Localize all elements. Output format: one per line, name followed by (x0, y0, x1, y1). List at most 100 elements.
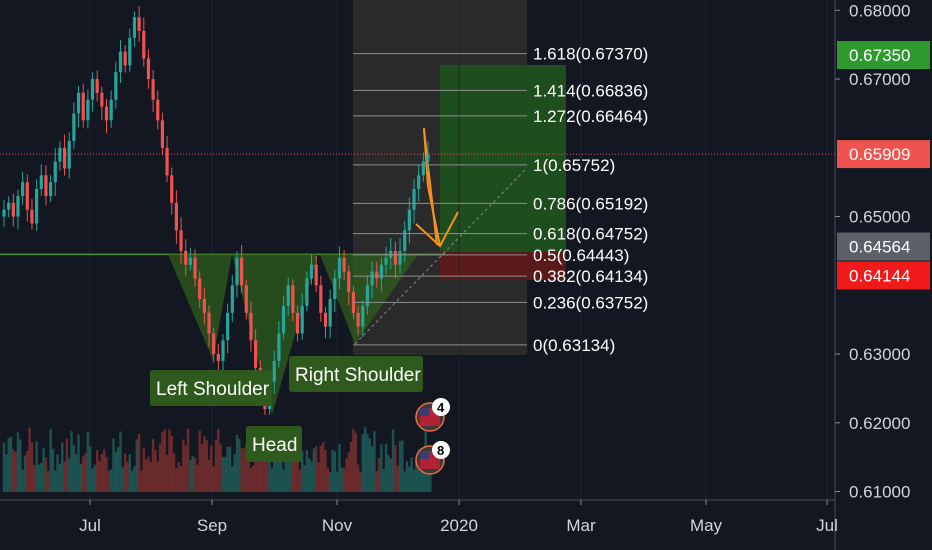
volume-bar (368, 438, 371, 492)
candle (254, 340, 258, 368)
volume-bar (347, 452, 350, 492)
volume-bar (405, 460, 409, 492)
time-tick-label: Mar (566, 516, 596, 535)
volume-bar (408, 466, 411, 492)
long-position-stop-zone (440, 252, 566, 280)
economic-event-marker[interactable]: 8 (415, 441, 450, 475)
candle (328, 299, 332, 327)
candle (58, 147, 62, 162)
candle (30, 209, 34, 224)
volume-bar (380, 444, 383, 492)
candle (16, 195, 20, 217)
candle (62, 147, 67, 169)
candle (86, 99, 90, 121)
volume-bar (23, 455, 27, 492)
candle (244, 285, 248, 313)
candle (142, 30, 146, 59)
candle (202, 299, 206, 313)
volume-bar (49, 428, 52, 492)
volume-bar (280, 461, 283, 492)
price-axis[interactable]: 0.68000 0.67000 0.65000 0.63000 0.62000 0.610… (835, 1, 930, 502)
candle (305, 278, 309, 306)
volume-bar (172, 453, 176, 492)
volume-bar (86, 431, 90, 492)
volume-bar (391, 429, 395, 492)
volume-bar (217, 428, 220, 492)
volume-bar (412, 469, 416, 492)
volume-bar (33, 465, 36, 492)
economic-events[interactable]: 48 (415, 398, 450, 475)
annotation-box (246, 426, 302, 462)
price-tag (837, 232, 930, 261)
volume-bar (82, 456, 85, 492)
volume-bar (294, 444, 297, 492)
volume-bar (63, 461, 66, 492)
volume-bar (107, 470, 111, 492)
candle (249, 312, 253, 341)
volume-bar (177, 462, 180, 492)
volume-bar (326, 467, 330, 492)
candle (114, 72, 118, 100)
candle (314, 264, 318, 286)
annotation-box (150, 370, 272, 406)
volume-bar (58, 463, 62, 492)
volume-bar (135, 439, 138, 492)
volume-bar (75, 454, 78, 492)
volume-bar (312, 448, 316, 492)
candle (226, 312, 230, 341)
volume-bar (387, 455, 390, 492)
volume-bar (398, 441, 402, 492)
candle (375, 271, 379, 279)
volume-bar (273, 432, 276, 492)
volume-bar (165, 454, 169, 492)
volume-bar (361, 434, 364, 492)
volume-bar (238, 438, 241, 492)
candle (361, 305, 365, 327)
fib-level-label: 0(0.63134) (533, 336, 615, 355)
time-tick-label: May (690, 516, 723, 535)
candle (309, 264, 314, 279)
price-tick-label: 0.63000 (849, 345, 910, 364)
volume-bar (175, 468, 178, 492)
volume-bar (382, 469, 385, 492)
candle (109, 99, 113, 121)
volume-bar (91, 468, 94, 492)
volume-bar (147, 456, 150, 492)
candle (128, 37, 132, 66)
candle (370, 271, 374, 286)
volume-bar (130, 470, 134, 492)
volume-bar (345, 458, 348, 492)
volume-bar (415, 460, 418, 492)
volume-bars (2, 427, 432, 492)
time-axis[interactable]: Jul Sep Nov 2020 Mar May Jul (79, 500, 838, 535)
volume-bar (98, 460, 101, 492)
volume-bar (121, 467, 125, 492)
volume-bar (193, 457, 197, 492)
volume-bar (352, 428, 355, 492)
volume-bar (401, 440, 404, 492)
grid (0, 0, 836, 550)
candle (403, 230, 407, 251)
candle (212, 333, 216, 355)
economic-event-marker[interactable]: 4 (415, 398, 450, 432)
volume-bar (331, 450, 334, 492)
volume-bar (384, 443, 388, 492)
price-tag-label: 0.64564 (849, 238, 910, 257)
candle (356, 312, 360, 327)
volume-bar (366, 433, 369, 492)
candle (417, 175, 421, 190)
volume-bar (93, 464, 97, 492)
candle (76, 92, 81, 114)
volume-bar (7, 438, 10, 492)
volume-bar (317, 462, 320, 492)
volume-bar (221, 456, 225, 492)
time-tick-label: 2020 (440, 516, 478, 535)
volume-bar (396, 465, 399, 492)
volume-bar (21, 469, 24, 492)
candle (291, 285, 295, 313)
volume-bar (112, 438, 115, 492)
candle (146, 58, 151, 80)
price-tick-label: 0.68000 (849, 1, 910, 20)
volume-bar (426, 467, 430, 492)
